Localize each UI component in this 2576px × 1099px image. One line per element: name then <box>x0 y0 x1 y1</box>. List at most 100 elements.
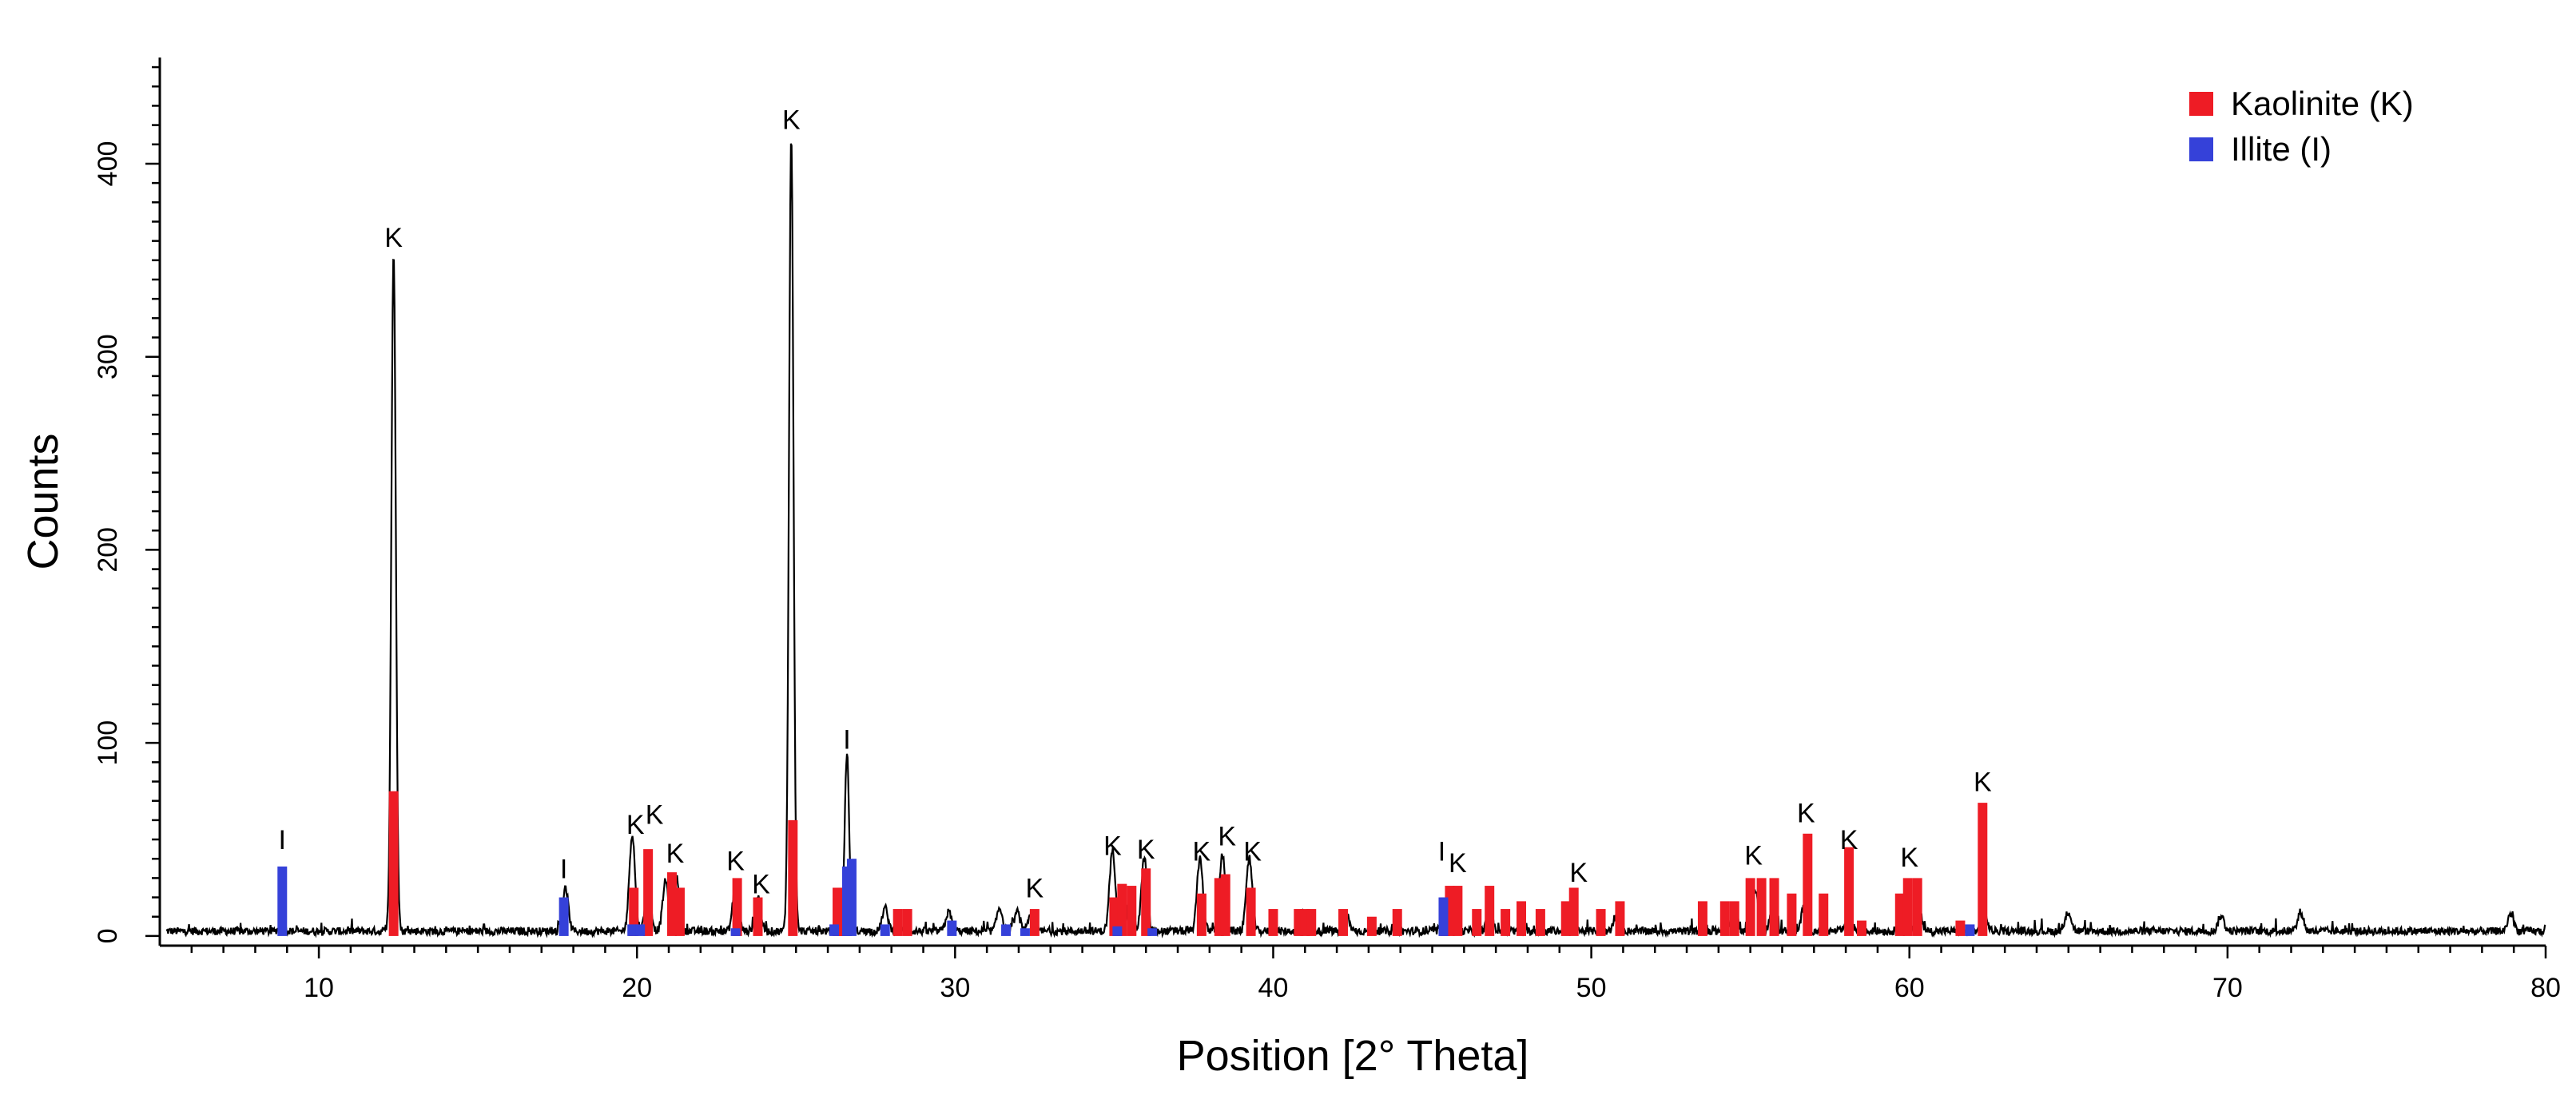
illite-bar <box>1020 928 1030 936</box>
kaolinite-bar <box>1719 901 1730 936</box>
peak-label: K <box>782 105 801 135</box>
illite-bar <box>730 928 741 936</box>
legend-label-kaolinite: Kaolinite (K) <box>2231 85 2414 122</box>
peak-label: K <box>1569 858 1588 888</box>
kaolinite-bar <box>1955 920 1966 936</box>
kaolinite-bar <box>1769 878 1779 936</box>
kaolinite-bar <box>629 887 639 936</box>
illite-bar <box>627 924 638 936</box>
kaolinite-bar <box>1220 874 1230 936</box>
x-tick-label: 20 <box>622 973 652 1003</box>
x-tick-label: 40 <box>1258 973 1289 1003</box>
x-tick-label: 70 <box>2212 973 2243 1003</box>
kaolinite-bar <box>1787 893 1797 936</box>
kaolinite-bar <box>753 897 763 936</box>
illite-bar <box>880 924 890 936</box>
peak-label: K <box>1744 840 1763 871</box>
kaolinite-bar <box>1029 909 1040 936</box>
kaolinite-bar <box>1306 909 1317 936</box>
kaolinite-bar <box>1485 886 1495 936</box>
axes <box>158 58 2546 947</box>
peak-label: K <box>1900 843 1918 873</box>
peak-label: K <box>1449 848 1467 879</box>
kaolinite-bar <box>1517 901 1527 936</box>
illite-bar <box>277 866 288 936</box>
kaolinite-bar <box>1902 878 1913 936</box>
legend-swatch-kaolinite <box>2189 92 2213 116</box>
kaolinite-bar <box>1453 886 1463 936</box>
peak-label: I <box>843 724 850 755</box>
x-tick-label: 30 <box>940 973 970 1003</box>
kaolinite-bar <box>1803 833 1813 936</box>
peak-label: K <box>1026 874 1044 904</box>
peak-label: K <box>384 223 403 253</box>
peak-label: I <box>560 854 567 884</box>
peak-label: K <box>646 800 664 831</box>
peak-label: K <box>1243 837 1262 867</box>
kaolinite-bar <box>788 819 798 936</box>
peak-label: K <box>1974 768 1992 798</box>
kaolinite-bar <box>1568 887 1579 936</box>
illite-bar <box>1965 924 1975 936</box>
kaolinite-bar <box>1857 920 1867 936</box>
kaolinite-bar <box>1246 887 1256 936</box>
legend: Kaolinite (K) Illite (I) <box>2189 85 2414 168</box>
x-tick-label: 50 <box>1576 973 1607 1003</box>
kaolinite-bar <box>1535 909 1545 936</box>
illite-bar <box>1147 928 1158 936</box>
x-tick-label: 10 <box>304 973 334 1003</box>
peak-label: K <box>666 839 685 869</box>
peak-label: K <box>1137 835 1155 865</box>
kaolinite-bar <box>388 791 399 936</box>
axis-ticks: 10 20 30 40 50 60 70 80 0 100 200 300 400 <box>93 65 2561 1003</box>
kaolinite-bar <box>1819 893 1829 936</box>
kaolinite-bar <box>1729 901 1739 936</box>
illite-bar <box>846 859 857 936</box>
peak-label: K <box>1193 837 1211 867</box>
peak-label: K <box>1840 825 1858 855</box>
peak-label: K <box>1797 798 1815 828</box>
kaolinite-bar <box>1756 878 1767 936</box>
illite-bar <box>1112 926 1123 936</box>
reference-bars <box>277 791 1988 936</box>
kaolinite-bar <box>732 878 742 936</box>
peak-label: K <box>726 847 745 877</box>
peak-label: K <box>1218 821 1236 851</box>
peak-label: I <box>279 825 286 855</box>
kaolinite-bar <box>1127 886 1137 936</box>
kaolinite-bar <box>1338 909 1349 936</box>
peak-label: I <box>1438 837 1445 867</box>
legend-swatch-illite <box>2189 137 2213 161</box>
kaolinite-bar <box>1501 909 1511 936</box>
kaolinite-bar <box>1978 803 1988 936</box>
y-tick-label: 0 <box>93 928 123 943</box>
y-tick-label: 200 <box>93 527 123 573</box>
kaolinite-bar <box>1697 901 1707 936</box>
illite-bar <box>1438 897 1449 936</box>
y-axis-title: Counts <box>19 433 67 569</box>
kaolinite-bar <box>1268 909 1278 936</box>
x-tick-label: 80 <box>2530 973 2561 1003</box>
illite-bar <box>829 924 840 936</box>
kaolinite-bar <box>1596 909 1606 936</box>
y-tick-label: 400 <box>93 141 123 187</box>
y-tick-label: 100 <box>93 720 123 766</box>
kaolinite-bar <box>1366 916 1377 936</box>
y-tick-label: 300 <box>93 334 123 379</box>
kaolinite-bar <box>1117 883 1127 936</box>
kaolinite-bar <box>643 849 654 936</box>
kaolinite-bar <box>1392 909 1402 936</box>
illite-bar <box>1001 924 1012 936</box>
peak-label: K <box>752 870 770 900</box>
illite-bar <box>559 897 569 936</box>
kaolinite-bar <box>902 909 912 936</box>
kaolinite-bar <box>666 872 677 936</box>
kaolinite-bar <box>1560 901 1571 936</box>
legend-label-illite: Illite (I) <box>2231 130 2332 168</box>
kaolinite-bar <box>1745 878 1755 936</box>
peak-label: K <box>1103 831 1122 861</box>
kaolinite-bar <box>1196 893 1207 936</box>
